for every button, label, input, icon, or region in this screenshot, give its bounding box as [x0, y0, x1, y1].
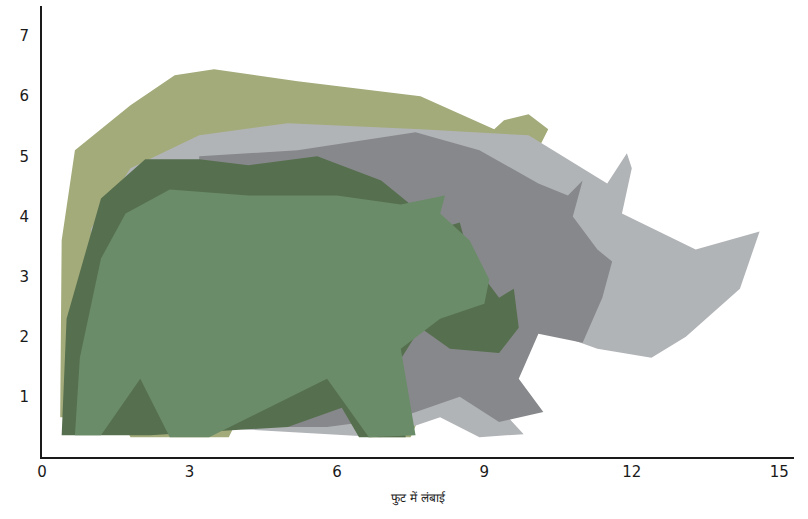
- svg-text:4: 4: [19, 208, 29, 226]
- svg-text:7: 7: [19, 27, 29, 45]
- svg-text:6: 6: [332, 463, 342, 481]
- svg-text:फुट में लंबाई: फुट में लंबाई: [391, 491, 446, 506]
- svg-text:3: 3: [185, 463, 195, 481]
- svg-text:2: 2: [19, 328, 29, 346]
- svg-text:0: 0: [37, 463, 47, 481]
- svg-text:15: 15: [770, 463, 789, 481]
- svg-text:12: 12: [622, 463, 641, 481]
- svg-text:6: 6: [19, 87, 29, 105]
- svg-text:3: 3: [19, 268, 29, 286]
- svg-text:5: 5: [19, 148, 29, 166]
- svg-text:9: 9: [480, 463, 490, 481]
- svg-text:1: 1: [19, 388, 29, 406]
